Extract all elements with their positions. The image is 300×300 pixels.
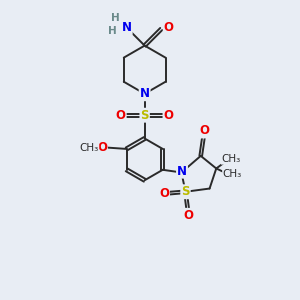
- Text: N: N: [177, 165, 187, 178]
- Text: S: S: [140, 109, 149, 122]
- Text: N: N: [140, 87, 150, 100]
- Text: O: O: [200, 124, 210, 137]
- Text: O: O: [116, 109, 126, 122]
- Text: O: O: [159, 187, 169, 200]
- Text: CH₃: CH₃: [223, 169, 242, 179]
- Text: CH₃: CH₃: [80, 142, 99, 153]
- Text: S: S: [181, 185, 190, 198]
- Text: H: H: [111, 13, 120, 23]
- Text: H: H: [108, 26, 116, 36]
- Text: O: O: [97, 141, 107, 154]
- Text: N: N: [122, 21, 132, 34]
- Text: CH₃: CH₃: [221, 154, 241, 164]
- Text: O: O: [164, 21, 174, 34]
- Text: O: O: [183, 209, 194, 222]
- Text: O: O: [164, 109, 174, 122]
